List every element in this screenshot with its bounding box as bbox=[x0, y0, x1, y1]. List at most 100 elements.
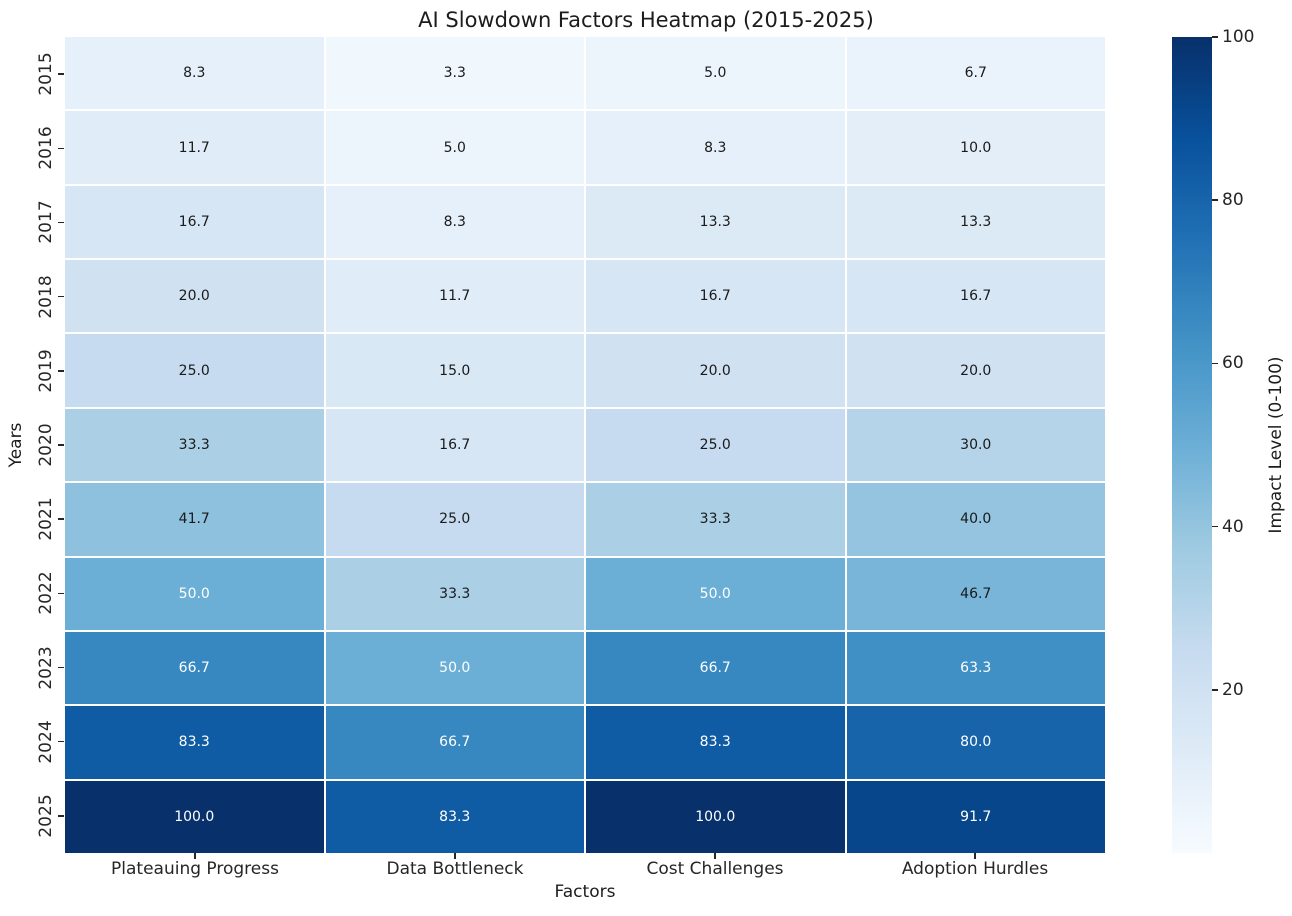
colorbar-tick-mark bbox=[1212, 362, 1218, 365]
x-axis-label: Factors bbox=[554, 882, 616, 902]
heatmap-cell: 40.0 bbox=[846, 483, 1105, 556]
x-tick-mark bbox=[194, 853, 196, 859]
chart-title: AI Slowdown Factors Heatmap (2015-2025) bbox=[418, 8, 874, 32]
cell-value: 11.7 bbox=[178, 139, 210, 156]
cell-value: 50.0 bbox=[439, 660, 471, 677]
heatmap-cell: 11.7 bbox=[325, 260, 584, 333]
cell-value: 66.7 bbox=[699, 660, 731, 677]
cell-value: 33.3 bbox=[178, 436, 210, 453]
y-tick-mark bbox=[58, 370, 64, 372]
heatmap-cell: 25.0 bbox=[325, 483, 584, 556]
colorbar-tick-mark bbox=[1212, 525, 1218, 528]
y-tick-mark bbox=[58, 73, 64, 75]
y-tick-label: 2018 bbox=[36, 274, 56, 319]
cell-value: 8.3 bbox=[704, 139, 727, 156]
cell-value: 20.0 bbox=[178, 288, 210, 305]
colorbar-gradient bbox=[1172, 37, 1212, 853]
heatmap-cell: 63.3 bbox=[846, 631, 1105, 705]
heatmap-cell: 20.0 bbox=[65, 260, 324, 333]
heatmap-cell: 13.3 bbox=[586, 185, 845, 259]
cell-value: 100.0 bbox=[695, 808, 736, 825]
heatmap-cell: 33.3 bbox=[586, 483, 845, 556]
cell-value: 20.0 bbox=[699, 362, 731, 379]
cell-value: 25.0 bbox=[699, 436, 731, 453]
cell-value: 5.0 bbox=[443, 139, 466, 156]
cell-value: 8.3 bbox=[183, 65, 206, 82]
heatmap-cell: 13.3 bbox=[846, 185, 1105, 259]
cell-value: 80.0 bbox=[960, 734, 992, 751]
colorbar-tick-label: 80 bbox=[1222, 190, 1244, 211]
cell-value: 100.0 bbox=[174, 808, 215, 825]
heatmap-cell: 6.7 bbox=[846, 37, 1105, 110]
colorbar-tick-label: 40 bbox=[1222, 516, 1244, 537]
cell-value: 11.7 bbox=[439, 288, 471, 305]
y-tick-label: 2022 bbox=[36, 571, 56, 615]
cell-value: 13.3 bbox=[699, 213, 731, 230]
colorbar-tick-label: 100 bbox=[1222, 27, 1255, 47]
cell-value: 91.7 bbox=[960, 808, 992, 825]
heatmap-cell: 66.7 bbox=[586, 631, 845, 705]
colorbar-tick-label: 60 bbox=[1222, 353, 1244, 374]
heatmap-cell: 5.0 bbox=[325, 111, 584, 184]
y-tick-mark bbox=[58, 815, 64, 817]
heatmap-cell: 50.0 bbox=[586, 557, 845, 630]
heatmap-cell: 15.0 bbox=[325, 334, 584, 407]
heatmap-cell: 50.0 bbox=[65, 557, 324, 630]
cell-value: 13.3 bbox=[960, 213, 992, 230]
cell-value: 41.7 bbox=[178, 511, 210, 528]
heatmap-cell: 83.3 bbox=[325, 780, 584, 853]
cell-value: 25.0 bbox=[439, 511, 471, 528]
cell-value: 83.3 bbox=[439, 808, 471, 825]
y-tick-label: 2023 bbox=[36, 645, 56, 690]
cell-value: 5.0 bbox=[704, 65, 727, 82]
cell-value: 83.3 bbox=[178, 734, 210, 751]
heatmap-cell: 11.7 bbox=[65, 111, 324, 184]
y-tick-mark bbox=[58, 295, 64, 298]
heatmap-cell: 41.7 bbox=[65, 483, 324, 556]
cell-value: 66.7 bbox=[178, 660, 210, 677]
y-tick-label: 2017 bbox=[36, 200, 56, 245]
heatmap-cell: 8.3 bbox=[65, 37, 324, 110]
x-tick-label: Data Bottleneck bbox=[386, 859, 524, 879]
y-tick-label: 2020 bbox=[36, 423, 56, 467]
heatmap-cell: 66.7 bbox=[325, 706, 584, 779]
cell-value: 16.7 bbox=[178, 213, 210, 230]
x-tick-label: Adoption Hurdles bbox=[901, 859, 1049, 879]
y-tick-label: 2021 bbox=[36, 497, 56, 541]
y-tick-mark bbox=[58, 592, 64, 595]
y-tick-label: 2016 bbox=[36, 126, 56, 170]
cell-value: 66.7 bbox=[439, 734, 471, 751]
heatmap-cell: 8.3 bbox=[586, 111, 845, 184]
heatmap-cell: 16.7 bbox=[846, 260, 1105, 333]
y-tick-label: 2025 bbox=[36, 794, 56, 838]
y-tick-mark bbox=[58, 221, 64, 224]
cell-value: 50.0 bbox=[178, 585, 210, 602]
heatmap-cell: 66.7 bbox=[65, 631, 324, 705]
x-tick-mark bbox=[714, 853, 716, 859]
cell-value: 10.0 bbox=[960, 139, 992, 156]
heatmap-cell: 80.0 bbox=[846, 706, 1105, 779]
cell-value: 20.0 bbox=[960, 362, 992, 379]
heatmap-cell: 5.0 bbox=[586, 37, 845, 110]
y-tick-mark bbox=[58, 147, 64, 150]
heatmap-cell: 16.7 bbox=[586, 260, 845, 333]
heatmap-cell: 83.3 bbox=[586, 706, 845, 779]
y-tick-mark bbox=[58, 666, 64, 669]
heatmap-cell: 25.0 bbox=[65, 334, 324, 407]
cell-value: 83.3 bbox=[699, 734, 731, 751]
cell-value: 16.7 bbox=[699, 288, 731, 305]
heatmap-cell: 91.7 bbox=[846, 780, 1105, 853]
cell-value: 30.0 bbox=[960, 436, 992, 453]
y-tick-label: 2024 bbox=[36, 720, 56, 764]
colorbar-tick-label: 20 bbox=[1222, 679, 1244, 700]
y-tick-label: 2015 bbox=[36, 52, 56, 96]
x-tick-label: Plateauing Progress bbox=[111, 859, 279, 879]
heatmap-cell: 46.7 bbox=[846, 557, 1105, 630]
y-axis-label: Years bbox=[6, 422, 26, 468]
cell-value: 6.7 bbox=[964, 65, 987, 82]
heatmap-grid: 8.3 3.3 5.0 6.7 11.7 5.0 8.3 10.0 16.7 8.3 13.3 13.… bbox=[65, 37, 1105, 853]
cell-value: 33.3 bbox=[439, 585, 471, 602]
y-tick-mark bbox=[58, 740, 64, 743]
x-tick-mark bbox=[454, 853, 456, 859]
